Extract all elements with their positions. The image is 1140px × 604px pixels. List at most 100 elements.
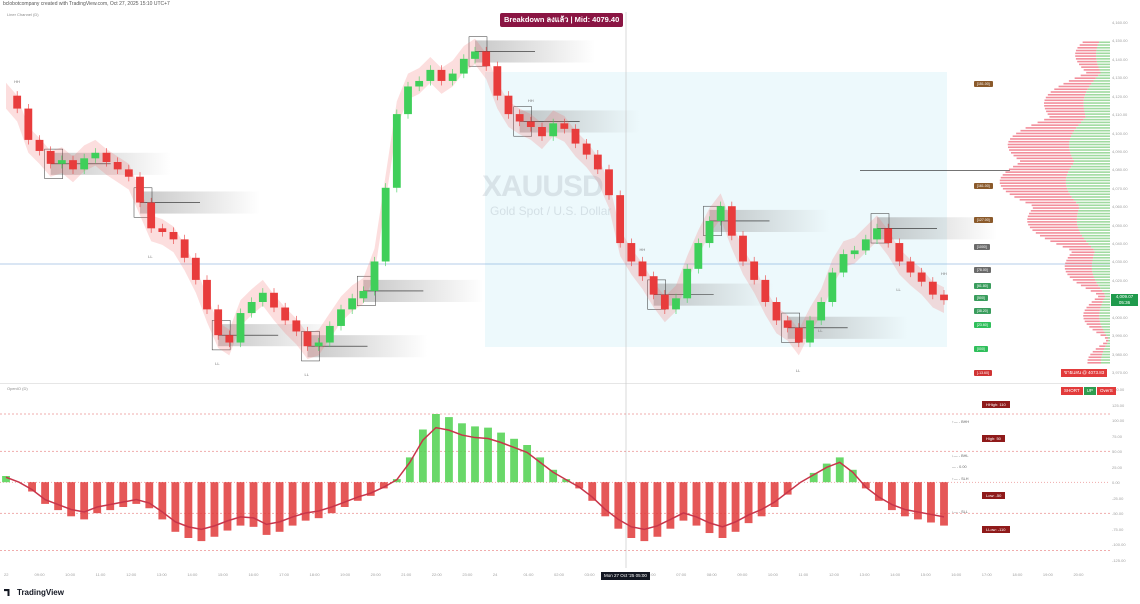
pane-separator [0, 383, 1110, 384]
profile-bar [1083, 317, 1110, 320]
zone-box [301, 331, 428, 362]
osc-bar [106, 482, 115, 511]
candle [515, 109, 524, 127]
swing-label: HH [527, 97, 534, 103]
profile-bar [1089, 326, 1110, 328]
profile-bar [1099, 345, 1110, 348]
time-tick: 18:00 [1012, 572, 1023, 577]
profile-bar [1045, 96, 1110, 99]
candle [46, 146, 55, 169]
osc-bar [458, 423, 466, 483]
osc-bar [757, 482, 766, 517]
profile-bar [1046, 110, 1110, 113]
profile-bar [1014, 196, 1110, 198]
candle [806, 315, 814, 348]
candle [325, 321, 334, 348]
profile-bar [1090, 290, 1110, 292]
profile-bar [1025, 127, 1110, 129]
signal-badge: OverS [1096, 387, 1116, 395]
osc-bar [249, 482, 258, 527]
profile-bar [1069, 248, 1110, 251]
osc-tick: 50.00 [1112, 449, 1123, 455]
profile-bar [1084, 320, 1110, 323]
profile-bar [1010, 138, 1110, 140]
profile-bar [1020, 160, 1110, 162]
time-tick: 19:00 [340, 572, 351, 577]
time-axis[interactable]: 22 09:00 10:00 11:00 12:00 13:00 14:00 15:00 16:… [0, 569, 1110, 581]
price-tick: 4,090.00 [1112, 148, 1128, 154]
main-legend[interactable]: Liner Channel (D) [7, 12, 39, 17]
fib-level-chip: [151.00] [974, 81, 993, 87]
osc-note-bhl: ↓— - BHL [952, 454, 969, 458]
profile-bar [1075, 49, 1110, 52]
profile-bar [1083, 69, 1110, 71]
profile-bar [1035, 232, 1110, 234]
candle [727, 201, 736, 241]
tradingview-logo-icon [4, 589, 10, 596]
osc-legend[interactable]: OpenIO (D) [7, 386, 28, 391]
published-line: bclobotcompany created with TradingView.… [3, 1, 170, 7]
osc-bar [940, 482, 948, 526]
profile-bar [1000, 185, 1110, 187]
profile-bar [1065, 270, 1110, 273]
candle [638, 256, 647, 281]
candle [794, 323, 803, 348]
profile-bar [1063, 82, 1110, 85]
osc-note-slh: ↑— - SLH [952, 477, 969, 481]
profile-bar [1031, 124, 1110, 126]
time-tick: 03:00 [584, 572, 595, 577]
osc-note-bhh: ↑— - BHH [952, 420, 970, 424]
osc-bar [314, 482, 323, 519]
osc-bar [653, 482, 662, 537]
osc-bar [275, 482, 284, 532]
time-tick: 18:00 [309, 572, 320, 577]
candle [616, 190, 625, 248]
time-tick: 23:00 [462, 572, 473, 577]
candle [69, 155, 77, 174]
profile-bar [1077, 46, 1110, 49]
current-price-countdown: 05:36 [1118, 300, 1131, 305]
candle [649, 271, 658, 300]
osc-bar [927, 482, 935, 523]
profile-bar [1027, 215, 1110, 218]
time-tick: 09:00 [34, 572, 45, 577]
profile-bar [1096, 331, 1110, 334]
candle [750, 256, 759, 285]
fib-level-chip: [1000] [974, 244, 990, 250]
osc-bar [692, 482, 701, 526]
profile-bar [1008, 140, 1110, 143]
profile-bar [1058, 85, 1110, 88]
profile-bar [1044, 118, 1110, 121]
osc-bar [392, 479, 401, 483]
footer-brand[interactable]: TradingView [4, 588, 64, 597]
candle [91, 148, 100, 163]
profile-bar [1032, 229, 1110, 231]
candle [828, 267, 837, 307]
profile-bar [1050, 240, 1110, 243]
signal-badges: SHORT UP OverS [1061, 387, 1116, 395]
profile-bar [1087, 359, 1110, 361]
profile-bar [1016, 157, 1110, 160]
candle [482, 46, 491, 71]
profile-bar [1080, 74, 1110, 77]
profile-bar [999, 182, 1110, 184]
time-tick: 12:00 [829, 572, 840, 577]
osc-bar [158, 482, 167, 520]
candle [169, 227, 178, 244]
time-tick: 15:00 [217, 572, 228, 577]
time-tick: 22:00 [431, 572, 442, 577]
price-tick: 3,970.00 [1112, 370, 1128, 375]
footer-brand-text: TradingView [17, 588, 64, 597]
profile-bar [1066, 259, 1110, 262]
profile-bar [1000, 176, 1110, 179]
time-tick: 20:00 [370, 572, 381, 577]
fib-level-chip: [500] [974, 295, 988, 301]
osc-bar [679, 482, 688, 521]
price-chart[interactable] [0, 0, 1110, 569]
price-scale[interactable]: 4,160.00 4,150.00 4,140.00 4,130.00 4,120.00… [1110, 12, 1140, 572]
time-tick: 08:00 [706, 572, 717, 577]
profile-bar [1056, 243, 1110, 245]
candle [906, 256, 915, 278]
profile-bar [1054, 88, 1110, 91]
price-tick: 4,120.00 [1112, 93, 1128, 99]
